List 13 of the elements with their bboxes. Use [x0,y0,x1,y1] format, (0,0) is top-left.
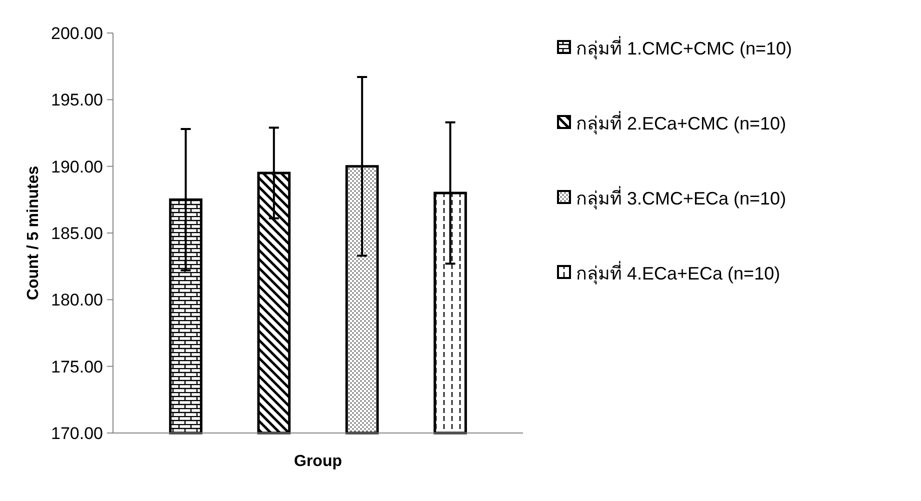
y-tick-label: 200.00 [51,24,103,43]
x-axis-title: Group [294,453,342,470]
y-tick-label: 195.00 [51,90,103,110]
y-tick-label: 180.00 [51,290,103,310]
y-tick-label: 175.00 [51,357,103,376]
y-tick-label: 185.00 [51,224,103,243]
legend-label: กลุ่มที่ 2.ECa+CMC (n=10) [576,110,786,134]
y-axis-title: Count / 5 minutes [25,166,42,300]
legend-label: กลุ่มที่ 3.CMC+ECa (n=10) [576,185,786,210]
legend-label: กลุ่มที่ 4.ECa+ECa (n=10) [576,260,780,284]
y-tick-label: 170.00 [51,424,103,443]
y-tick-label: 190.00 [51,157,103,176]
legend-label: กลุ่มที่ 1.CMC+CMC (n=10) [576,35,792,60]
